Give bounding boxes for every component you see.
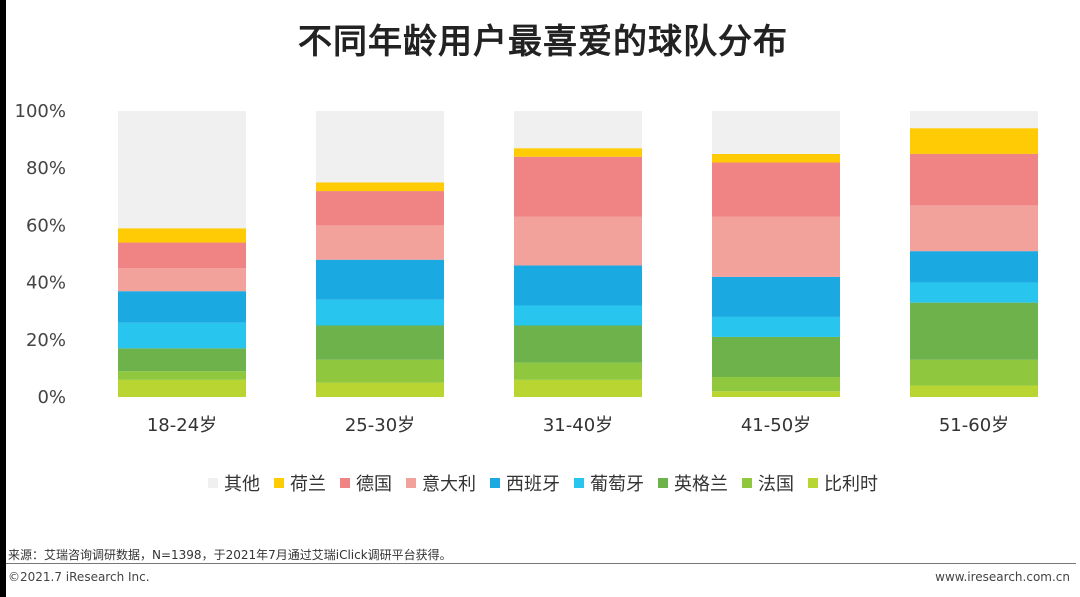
legend-label: 英格兰 bbox=[674, 474, 728, 495]
y-tick-label: 40% bbox=[26, 273, 66, 294]
bar-segment bbox=[316, 182, 444, 192]
bar-segment bbox=[118, 371, 246, 380]
bar-segment bbox=[118, 348, 246, 372]
y-tick-label: 80% bbox=[26, 158, 66, 179]
legend-swatch bbox=[490, 478, 500, 488]
bar-segment bbox=[316, 299, 444, 326]
category-label: 31-40岁 bbox=[543, 415, 613, 436]
bar-segment bbox=[118, 291, 246, 323]
y-tick-label: 60% bbox=[26, 215, 66, 236]
slide: 不同年龄用户最喜爱的球队分布 0% 20% 40% 60% 80% 100% 18-24岁 2… bbox=[6, 0, 1080, 597]
bar-segment bbox=[514, 379, 642, 397]
category-label: 41-50岁 bbox=[741, 415, 811, 436]
footer-divider bbox=[6, 563, 1076, 564]
legend-item: 其他 bbox=[208, 470, 260, 496]
bar-segment bbox=[712, 162, 840, 217]
bar-segment bbox=[712, 153, 840, 163]
legend-swatch bbox=[340, 478, 350, 488]
legend-label: 德国 bbox=[356, 474, 392, 495]
legend-label: 荷兰 bbox=[290, 474, 326, 495]
legend-label: 其他 bbox=[224, 474, 260, 495]
bar-segment bbox=[316, 359, 444, 383]
copyright: ©2021.7 iResearch Inc. bbox=[8, 570, 150, 584]
bar-segment bbox=[118, 379, 246, 397]
bar-segment bbox=[316, 191, 444, 226]
bar-segment bbox=[514, 148, 642, 157]
legend-item: 比利时 bbox=[808, 470, 878, 496]
bar-segment bbox=[118, 228, 246, 243]
website: www.iresearch.com.cn bbox=[935, 570, 1070, 584]
bar-segment bbox=[316, 111, 444, 183]
legend-label: 意大利 bbox=[422, 474, 476, 495]
bar-segment bbox=[514, 216, 642, 266]
legend-item: 葡萄牙 bbox=[574, 470, 644, 496]
bar-segment bbox=[712, 276, 840, 317]
legend-swatch bbox=[658, 478, 668, 488]
bar-segment bbox=[316, 259, 444, 300]
legend-swatch bbox=[574, 478, 584, 488]
bar-segment bbox=[712, 111, 840, 154]
legend-swatch bbox=[208, 478, 218, 488]
bar-segment bbox=[514, 156, 642, 217]
bar-segment bbox=[316, 225, 444, 260]
bar-segment bbox=[514, 265, 642, 306]
legend-item: 荷兰 bbox=[274, 470, 326, 496]
stacked-bar-chart: 0% 20% 40% 60% 80% 100% 18-24岁 25-30岁 31-40岁 41-5… bbox=[15, 101, 1038, 436]
category-label: 51-60岁 bbox=[939, 415, 1009, 436]
legend-swatch bbox=[742, 478, 752, 488]
bar-segment bbox=[910, 128, 1038, 154]
bar-segment bbox=[712, 216, 840, 277]
chart-legend: 其他 荷兰 德国 意大利 西班牙 葡萄牙 英格兰 法国 比利时 bbox=[6, 470, 1080, 496]
legend-item: 德国 bbox=[340, 470, 392, 496]
bar-segment bbox=[910, 282, 1038, 303]
bar-segment bbox=[910, 205, 1038, 252]
category-label: 25-30岁 bbox=[345, 415, 415, 436]
bar-segment bbox=[910, 385, 1038, 397]
bar-segment bbox=[910, 359, 1038, 386]
bar-segment bbox=[712, 376, 840, 392]
category-label: 18-24岁 bbox=[147, 415, 217, 436]
bar-segment bbox=[316, 382, 444, 397]
bar-segment bbox=[712, 316, 840, 337]
legend-swatch bbox=[808, 478, 818, 488]
bar-segment bbox=[118, 111, 246, 229]
legend-label: 比利时 bbox=[824, 474, 878, 495]
bar-segment bbox=[118, 242, 246, 269]
legend-item: 法国 bbox=[742, 470, 794, 496]
bar-segment bbox=[118, 322, 246, 349]
chart-title: 不同年龄用户最喜爱的球队分布 bbox=[298, 22, 788, 62]
bar-segment bbox=[316, 325, 444, 360]
y-tick-label: 20% bbox=[26, 330, 66, 351]
y-tick-label: 100% bbox=[15, 101, 66, 122]
legend-label: 法国 bbox=[758, 474, 794, 495]
bar-segment bbox=[910, 111, 1038, 129]
bar-segment bbox=[910, 153, 1038, 206]
legend-label: 西班牙 bbox=[506, 474, 560, 495]
legend-label: 葡萄牙 bbox=[590, 474, 644, 495]
bar-segment bbox=[910, 251, 1038, 283]
bar-segment bbox=[514, 325, 642, 363]
legend-item: 西班牙 bbox=[490, 470, 560, 496]
bar-segment bbox=[712, 336, 840, 377]
source-note: 来源：艾瑞咨询调研数据，N=1398，于2021年7月通过艾瑞iClick调研平… bbox=[8, 548, 452, 562]
legend-item: 英格兰 bbox=[658, 470, 728, 496]
legend-swatch bbox=[274, 478, 284, 488]
legend-item: 意大利 bbox=[406, 470, 476, 496]
bar-segment bbox=[712, 391, 840, 397]
y-tick-label: 0% bbox=[37, 387, 66, 408]
bar-segment bbox=[514, 362, 642, 380]
bar-segment bbox=[514, 305, 642, 326]
bar-segment bbox=[514, 111, 642, 149]
bar-segment bbox=[118, 268, 246, 292]
bar-segment bbox=[910, 302, 1038, 360]
legend-swatch bbox=[406, 478, 416, 488]
